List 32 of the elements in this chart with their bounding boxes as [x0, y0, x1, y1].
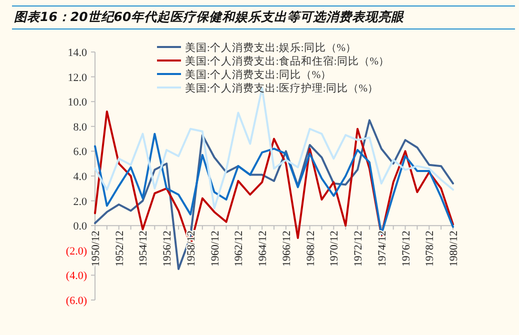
- y-tick-label: 12.0: [68, 72, 88, 84]
- y-tick-label: 10.0: [68, 96, 88, 109]
- x-tick-label: 1962/12: [233, 230, 246, 267]
- y-tick-label: 0.0: [73, 220, 88, 233]
- x-tick-label: 1974/12: [376, 230, 388, 267]
- y-tick-label: 6.0: [73, 146, 88, 158]
- x-tick-label: 1980/12: [448, 230, 460, 267]
- x-tick-label: 1978/12: [424, 230, 436, 267]
- x-tick-label: 1970/12: [328, 230, 341, 267]
- x-tick-label: 1972/12: [352, 230, 365, 267]
- x-tick-label: 1958/12: [185, 230, 198, 267]
- x-tick-label: 1966/12: [280, 230, 293, 267]
- y-tick-label: 8.0: [73, 121, 88, 134]
- x-tick-label: 1952/12: [114, 230, 126, 267]
- x-tick-label: 1960/12: [209, 230, 222, 267]
- y-tick-label: 14.0: [68, 47, 88, 59]
- y-tick-label: 4.0: [73, 171, 88, 183]
- legend-label: 美国:个人消费支出:食品和住宿:同比（%）: [185, 54, 390, 68]
- chart-title: 图表16：20世纪60年代起医疗保健和娱乐支出等可选消费表现亮眼: [14, 9, 406, 24]
- y-tick-label: (2.0): [66, 245, 88, 258]
- x-tick-label: 1950/12: [90, 230, 102, 267]
- legend-label: 美国:个人消费支出:娱乐:同比（%）: [185, 41, 356, 54]
- y-tick-label: 2.0: [73, 196, 88, 208]
- y-tick-label: (6.0): [66, 295, 88, 307]
- x-tick-label: 1968/12: [304, 230, 317, 267]
- x-tick-label: 1954/12: [138, 230, 150, 267]
- y-tick-label: (4.0): [66, 270, 88, 282]
- legend-label: 美国:个人消费支出:同比（%）: [185, 68, 332, 81]
- x-tick-label: 1956/12: [162, 230, 174, 267]
- legend-label: 美国:个人消费支出:医疗护理:同比（%）: [185, 82, 378, 94]
- x-tick-label: 1964/12: [257, 230, 270, 267]
- x-tick-label: 1976/12: [400, 230, 412, 267]
